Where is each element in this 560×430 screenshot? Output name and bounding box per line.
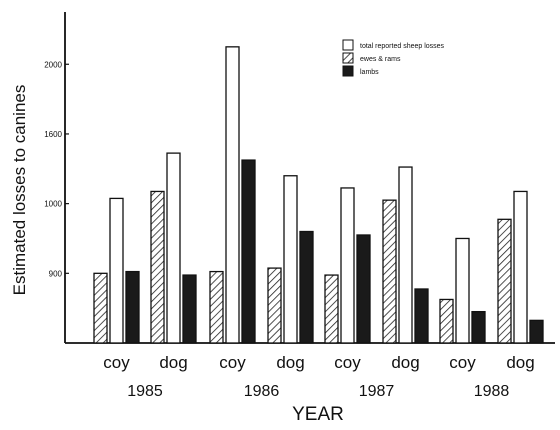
bar-white-dog-1987	[398, 166, 413, 344]
legend: total reported sheep losses ewes & rams la…	[342, 39, 445, 77]
bar-black-coy-1986	[241, 159, 256, 344]
bar-black-coy-1985	[125, 270, 140, 344]
x-tick-label: dog	[391, 353, 419, 372]
x-tick-label: dog	[159, 353, 187, 372]
y-axis-label: Estimated losses to canines	[10, 85, 29, 296]
bar-hatch-dog-1985	[150, 190, 165, 344]
x-tick-label: coy	[449, 353, 476, 372]
bar-black-dog-1985	[182, 274, 197, 344]
legend-swatch-white	[342, 39, 354, 51]
bar-hatch-coy-1988	[439, 298, 454, 344]
y-tick-label: 2000	[44, 60, 62, 69]
bar-black-dog-1986	[299, 230, 314, 344]
y-tick-label: 1000	[44, 200, 62, 209]
bar-hatch-dog-1987	[382, 199, 397, 344]
bar-white-coy-1986	[225, 46, 240, 344]
year-label: 1987	[359, 383, 395, 400]
x-tick-label: coy	[334, 353, 361, 372]
bar-white-coy-1987	[340, 187, 355, 344]
year-label: 1986	[244, 383, 280, 400]
legend-label: total reported sheep losses	[360, 43, 445, 50]
labels: coy dog coy dog coy dog coy dog 1985 1986 1987 1988	[103, 353, 534, 400]
bar-black-coy-1987	[356, 234, 371, 344]
x-tick-label: dog	[506, 353, 534, 372]
bar-hatch-dog-1988	[497, 218, 512, 344]
legend-swatch-black	[342, 65, 354, 77]
y-tick-label: 900	[49, 269, 63, 278]
bar-hatch-coy-1985	[93, 272, 108, 344]
bar-black-dog-1987	[414, 288, 429, 344]
bars	[93, 46, 544, 344]
bar-white-dog-1986	[283, 175, 298, 344]
year-label: 1988	[474, 383, 510, 400]
y-tick-label: 1600	[44, 130, 62, 139]
bar-white-dog-1985	[166, 152, 181, 344]
bar-white-dog-1988	[513, 190, 528, 344]
legend-swatch-hatch	[342, 52, 354, 64]
bar-white-coy-1988	[455, 237, 470, 344]
legend-label: ewes & rams	[360, 56, 401, 63]
year-label: 1985	[127, 383, 163, 400]
bar-black-coy-1988	[471, 310, 486, 344]
x-tick-label: coy	[219, 353, 246, 372]
x-tick-label: coy	[103, 353, 130, 372]
x-axis-label: YEAR	[292, 404, 344, 425]
legend-label: lambs	[360, 69, 379, 76]
bar-black-dog-1988	[529, 319, 544, 344]
bar-white-coy-1985	[109, 197, 124, 344]
bar-hatch-coy-1987	[324, 274, 339, 344]
bar-hatch-coy-1986	[209, 270, 224, 344]
bar-hatch-dog-1986	[267, 267, 282, 344]
x-tick-label: dog	[276, 353, 304, 372]
